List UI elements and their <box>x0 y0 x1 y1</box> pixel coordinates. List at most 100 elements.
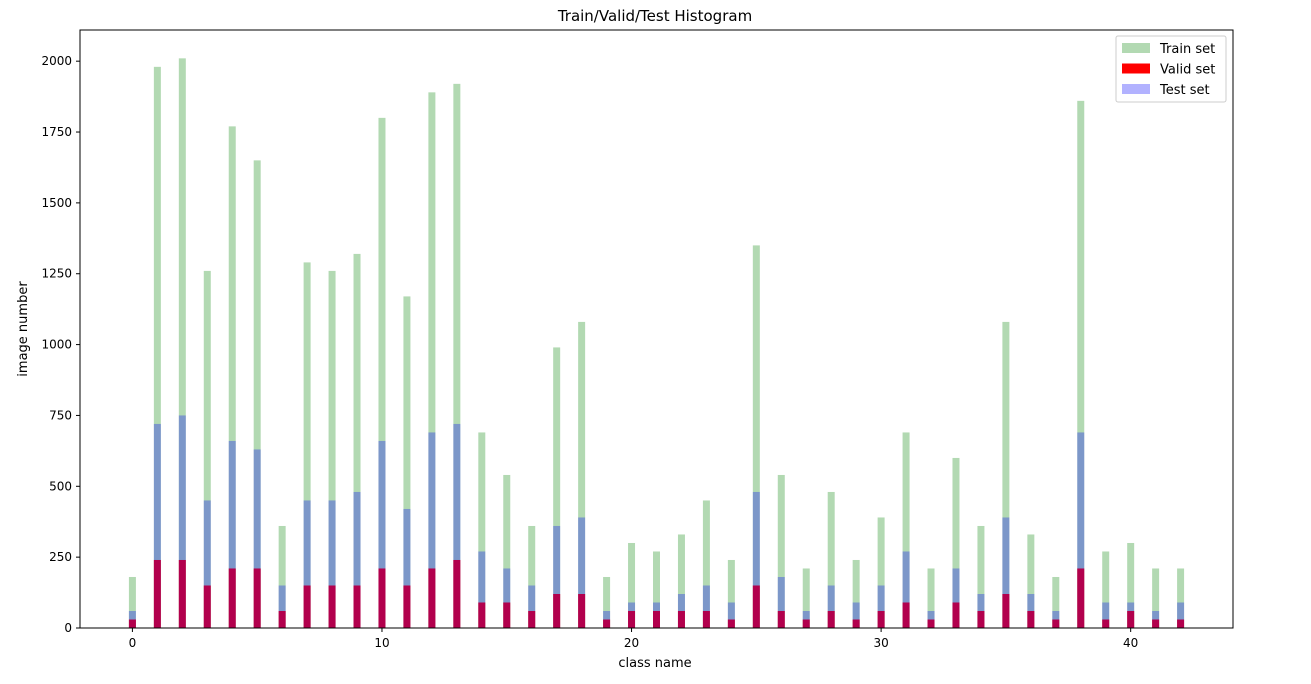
bar-test-set-17 <box>553 525 561 628</box>
bar-test-set-10 <box>378 440 386 628</box>
bar-train-set-10 <box>378 117 386 629</box>
bar-test-set-32 <box>927 611 935 628</box>
bar-train-set-34 <box>977 525 985 628</box>
bar-train-set-32 <box>927 568 935 628</box>
bar-test-set-29 <box>852 602 860 628</box>
bar-test-set-31 <box>902 551 910 628</box>
bar-train-set-0 <box>128 576 136 628</box>
bar-test-set-7 <box>303 500 311 628</box>
legend-label-valid-set: Valid set <box>1160 63 1215 78</box>
legend-box <box>1115 35 1227 103</box>
bar-valid-set-7 <box>303 585 311 628</box>
bar-valid-set-12 <box>428 568 436 628</box>
bar-test-set-2 <box>178 415 186 628</box>
bar-test-set-37 <box>1052 611 1060 628</box>
bar-test-set-15 <box>503 568 511 628</box>
bar-train-set-11 <box>403 296 411 628</box>
bar-test-set-25 <box>752 491 760 628</box>
bar-valid-set-16 <box>528 611 536 628</box>
bar-train-set-1 <box>153 66 161 629</box>
bar-valid-set-40 <box>1127 611 1135 628</box>
x-axis-label: class name <box>618 656 691 671</box>
bar-valid-set-32 <box>927 619 935 628</box>
bar-train-set-28 <box>827 491 835 628</box>
bar-test-set-8 <box>328 500 336 628</box>
legend-label-test-set: Test set <box>1159 83 1210 98</box>
bar-valid-set-17 <box>553 593 561 628</box>
bar-valid-set-31 <box>902 602 910 628</box>
bar-test-set-20 <box>628 602 636 628</box>
bar-train-set-19 <box>603 576 611 628</box>
bar-valid-set-28 <box>827 611 835 628</box>
bar-test-set-11 <box>403 508 411 628</box>
bar-valid-set-13 <box>453 559 461 628</box>
bar-valid-set-1 <box>153 559 161 628</box>
bar-test-set-36 <box>1027 593 1035 628</box>
bar-valid-set-34 <box>977 611 985 628</box>
bar-test-set-30 <box>877 585 885 628</box>
bar-test-set-14 <box>478 551 486 628</box>
bar-train-set-39 <box>1102 551 1110 628</box>
bar-train-set-37 <box>1052 576 1060 628</box>
bar-test-set-3 <box>203 500 211 628</box>
bar-valid-set-21 <box>653 611 660 628</box>
x-tick-label: 20 <box>624 636 639 650</box>
bar-valid-set-18 <box>578 593 586 628</box>
x-tick-label: 10 <box>374 636 389 650</box>
bar-train-set-38 <box>1077 100 1085 629</box>
bar-test-set-38 <box>1077 432 1085 628</box>
bars-layer <box>128 58 1185 629</box>
y-tick-label: 2000 <box>41 54 72 68</box>
bar-train-set-15 <box>503 474 511 628</box>
bar-train-set-41 <box>1152 568 1160 628</box>
legend-swatch-valid-set <box>1122 63 1150 74</box>
bar-valid-set-14 <box>478 602 486 628</box>
bar-valid-set-26 <box>777 611 785 628</box>
bar-valid-set-8 <box>328 585 336 628</box>
y-tick-label: 1750 <box>41 125 72 139</box>
bar-valid-set-35 <box>1002 593 1010 628</box>
bar-train-set-5 <box>253 160 261 628</box>
y-tick-label: 1000 <box>41 338 72 352</box>
bar-valid-set-23 <box>702 611 710 628</box>
y-tick-label: 1500 <box>41 196 72 210</box>
bar-train-set-23 <box>702 500 710 628</box>
y-tick-label: 0 <box>64 621 72 635</box>
bar-train-set-30 <box>877 517 885 628</box>
y-axis-label: image number <box>16 281 31 377</box>
bar-valid-set-30 <box>877 611 885 628</box>
bar-valid-set-38 <box>1077 568 1085 628</box>
bar-test-set-33 <box>952 568 960 628</box>
bar-valid-set-2 <box>178 559 186 628</box>
legend-swatch-train-set <box>1122 43 1150 53</box>
bar-train-set-6 <box>278 525 286 628</box>
y-tick-label: 250 <box>49 550 72 564</box>
bar-train-set-14 <box>478 432 486 628</box>
bar-valid-set-0 <box>128 619 136 628</box>
legend-label-train-set: Train set <box>1159 42 1215 57</box>
legend: Train set Valid set Test set <box>1115 35 1227 103</box>
bar-test-set-6 <box>278 585 286 628</box>
bar-valid-set-36 <box>1027 611 1035 628</box>
bar-test-set-28 <box>827 585 835 628</box>
y-tick-label: 500 <box>49 479 72 493</box>
bar-train-set-27 <box>802 568 810 628</box>
bar-test-set-39 <box>1102 602 1110 628</box>
bar-valid-set-15 <box>503 602 511 628</box>
bar-train-set-17 <box>553 347 561 628</box>
bar-test-set-5 <box>253 449 261 628</box>
bar-train-set-26 <box>777 474 785 628</box>
bar-valid-set-29 <box>852 619 860 628</box>
bar-valid-set-19 <box>603 619 611 628</box>
bar-test-set-22 <box>677 593 685 628</box>
bar-test-set-23 <box>702 585 710 628</box>
bar-train-set-7 <box>303 262 311 628</box>
bar-train-set-40 <box>1127 542 1135 628</box>
bar-train-set-22 <box>677 534 685 628</box>
bar-valid-set-3 <box>203 585 211 628</box>
bar-train-set-20 <box>628 542 636 628</box>
bar-valid-set-24 <box>727 619 735 628</box>
bar-valid-set-37 <box>1052 619 1060 628</box>
y-tick-label: 750 <box>49 408 72 422</box>
